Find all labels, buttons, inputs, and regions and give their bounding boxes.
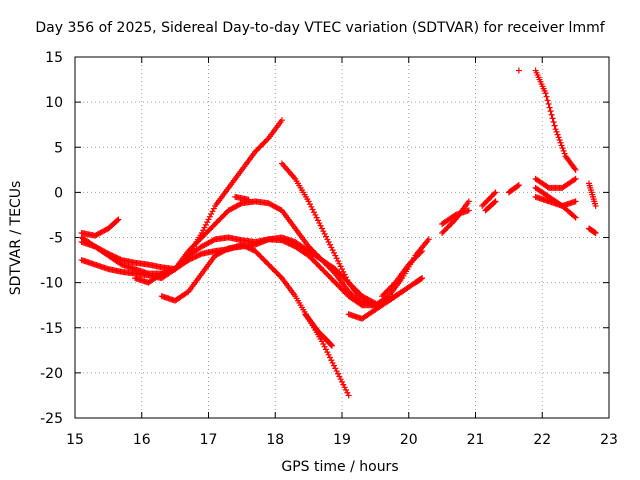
data-point-markers (379, 248, 426, 300)
series-track-n (479, 189, 499, 209)
x-tick-label: 23 (600, 432, 618, 448)
x-tick-label: 16 (133, 432, 151, 448)
data-point-markers (439, 207, 472, 227)
x-tick-label: 17 (200, 432, 218, 448)
series-track-g (232, 193, 252, 203)
x-tick-label: 19 (333, 432, 351, 448)
y-tick-labels: 15 10 5 0 -5 -10 -15 -20 -25 (40, 50, 63, 427)
data-point-markers (515, 67, 522, 74)
chart-title: Day 356 of 2025, Sidereal Day-to-day VTE… (35, 20, 605, 36)
y-tick-label: 5 (54, 140, 63, 156)
series-track-v (585, 180, 599, 209)
data-point-markers (585, 225, 599, 236)
x-tick-label: 22 (533, 432, 551, 448)
data-point-markers (345, 275, 426, 322)
data-point-markers (532, 67, 579, 173)
data-point-markers (482, 198, 499, 214)
series-track-m (439, 207, 472, 227)
series-track-p (505, 182, 522, 196)
y-tick-label: -10 (40, 276, 63, 292)
grid-lines (75, 57, 609, 418)
series-track-u (532, 193, 579, 209)
series-track-j (345, 275, 426, 322)
data-point-markers (132, 198, 366, 309)
data-point-markers (532, 175, 579, 191)
series-track-e (132, 198, 366, 309)
data-point-markers (302, 311, 335, 349)
series-track-r (532, 67, 579, 173)
y-tick-label: -25 (40, 411, 63, 427)
data-point-markers (532, 193, 579, 209)
y-tick-label: -20 (40, 366, 63, 382)
series-track-s (532, 175, 579, 191)
data-point-markers (585, 180, 599, 209)
data-point-markers (479, 189, 499, 209)
x-tick-label: 21 (467, 432, 485, 448)
x-tick-label: 15 (66, 432, 84, 448)
y-tick-label: 10 (45, 95, 63, 111)
data-point-markers (505, 182, 522, 196)
y-tick-label: 0 (54, 185, 63, 201)
series-track-k (379, 248, 426, 300)
y-tick-label: 15 (45, 50, 63, 66)
series-track-o (482, 198, 499, 214)
y-tick-label: -15 (40, 321, 63, 337)
series-track-i (302, 311, 335, 349)
data-point-markers (78, 216, 122, 239)
plot-frame (74, 56, 610, 419)
x-axis-label: GPS time / hours (281, 459, 398, 475)
data-markers (78, 67, 599, 399)
x-tick-labels: 15 16 17 18 19 20 21 22 23 (66, 432, 618, 448)
x-tick-label: 18 (266, 432, 284, 448)
series-track-d (78, 216, 122, 239)
y-axis-label: SDTVAR / TECUs (8, 181, 24, 296)
data-point-markers (232, 193, 252, 203)
y-tick-label: -5 (49, 231, 63, 247)
series-track-w (585, 225, 599, 236)
series-track-q (515, 67, 522, 74)
x-tick-label: 20 (400, 432, 418, 448)
